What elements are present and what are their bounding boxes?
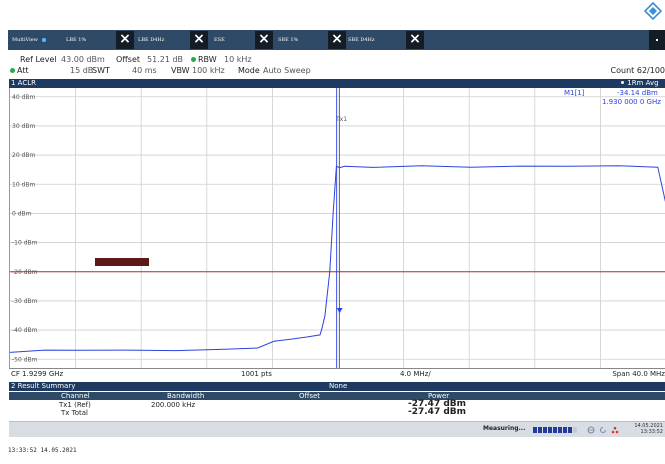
marker-name: M1[1] bbox=[564, 89, 585, 97]
att-group: Att bbox=[10, 65, 29, 76]
rbw-indicator-icon bbox=[191, 57, 196, 62]
y-tick-label: 0 dBm bbox=[12, 210, 32, 217]
capture-timestamp: 13:33:52 14.05.2021 bbox=[8, 447, 77, 454]
vbw-label: VBW bbox=[171, 66, 190, 75]
y-tick-label: 20 dBm bbox=[12, 152, 35, 159]
spectrum-plot[interactable]: 40 dBm 30 dBm 20 dBm 10 dBm 0 dBm -10 dBm -20 … bbox=[9, 88, 665, 368]
swt-label: SWT bbox=[92, 66, 110, 75]
series-trace-1 bbox=[10, 165, 665, 353]
cell-channel: Tx Total bbox=[61, 409, 88, 417]
network-icon[interactable] bbox=[587, 426, 595, 434]
vbw-value[interactable]: 100 kHz bbox=[192, 66, 225, 75]
aclr-window-title[interactable]: 1 ACLR 1Rm Avg bbox=[9, 79, 665, 88]
span: Span 40.0 MHz bbox=[612, 370, 665, 378]
rbw-group: RBW bbox=[191, 54, 217, 65]
param-row-2: Att 15 dB SWT 40 ms VBW 100 kHz Mode Aut… bbox=[8, 65, 665, 76]
refresh-icon[interactable] bbox=[599, 426, 607, 434]
center-frequency: CF 1.9299 GHz bbox=[11, 370, 64, 378]
y-tick-label: -20 dBm bbox=[12, 269, 38, 276]
progress-segment bbox=[533, 427, 537, 433]
y-tick-label: -30 dBm bbox=[12, 298, 38, 305]
progress-segment bbox=[548, 427, 552, 433]
tab-bar: MultiView LBE 1% × LBE D4Hz × ESE × SBE … bbox=[8, 30, 665, 50]
per-division: 4.0 MHz/ bbox=[400, 370, 431, 378]
col-channel: Channel bbox=[61, 392, 90, 400]
y-tick-label: 30 dBm bbox=[12, 123, 35, 130]
ref-level-label: Ref Level bbox=[20, 55, 57, 64]
y-tick-label: -10 dBm bbox=[12, 240, 38, 247]
tab-lbe-1[interactable]: LBE 1% bbox=[66, 37, 87, 43]
tab-sbe-d4hz[interactable]: SBE D4Hz bbox=[348, 37, 375, 43]
trace-indicator: 1Rm Avg bbox=[620, 79, 659, 88]
spectrum-chart: 40 dBm 30 dBm 20 dBm 10 dBm 0 dBm -10 dBm -20 … bbox=[10, 88, 665, 368]
swt-value[interactable]: 40 ms bbox=[132, 66, 157, 75]
progress-segment bbox=[543, 427, 547, 433]
trace-dot-icon bbox=[620, 80, 625, 85]
mode-value[interactable]: Auto Sweep bbox=[263, 66, 311, 75]
table-row: Tx Total -27.47 dBm bbox=[9, 407, 665, 418]
marker-frequency: 1.930 000 0 GHz bbox=[602, 98, 661, 106]
marker-level: -34.14 dBm bbox=[617, 89, 658, 97]
progress-segment bbox=[573, 427, 577, 433]
rbw-value[interactable]: 10 kHz bbox=[224, 55, 252, 64]
att-indicator-icon bbox=[10, 68, 15, 73]
cell-channel: Tx1 (Ref) bbox=[59, 401, 91, 409]
result-summary-header: Channel Bandwidth Offset Power bbox=[9, 392, 665, 400]
rohde-schwarz-logo-icon bbox=[644, 2, 662, 20]
progress-segment bbox=[563, 427, 567, 433]
tab-close-icon[interactable]: × bbox=[190, 31, 208, 49]
tab-close-icon[interactable]: × bbox=[406, 31, 424, 49]
tab-ese[interactable]: ESE bbox=[214, 37, 225, 43]
tab-menu-button[interactable] bbox=[649, 30, 665, 50]
y-tick-label: 40 dBm bbox=[12, 94, 35, 101]
x-axis-info: CF 1.9299 GHz 1001 pts 4.0 MHz/ Span 40.… bbox=[9, 368, 665, 379]
tab-lbe-d4hz[interactable]: LBE D4Hz bbox=[138, 37, 165, 43]
col-power: Power bbox=[428, 392, 450, 400]
warning-icon[interactable] bbox=[611, 426, 619, 434]
measurement-progress-bar bbox=[533, 427, 578, 433]
window-title: 1 ACLR bbox=[11, 79, 36, 87]
tab-sbe-1[interactable]: SBE 1% bbox=[278, 37, 299, 43]
sweep-count: Count 62/100 bbox=[610, 66, 665, 75]
status-datetime: 14.05.2021 13:33:52 bbox=[633, 423, 663, 435]
param-row-1: Ref Level 43.00 dBm Offset 51.21 dB RBW … bbox=[8, 54, 665, 65]
tab-close-icon[interactable]: × bbox=[328, 31, 346, 49]
tab-close-icon[interactable]: × bbox=[255, 31, 273, 49]
y-tick-label: 10 dBm bbox=[12, 181, 35, 188]
progress-segment bbox=[538, 427, 542, 433]
status-date: 14.05.2021 bbox=[634, 423, 663, 429]
cell-power: -27.47 dBm bbox=[408, 399, 467, 409]
status-time: 13:33:52 bbox=[640, 429, 663, 435]
y-tick-label: -40 dBm bbox=[12, 327, 38, 334]
active-tab-dot-icon bbox=[41, 37, 46, 42]
progress-segment bbox=[568, 427, 572, 433]
mode-label: Mode bbox=[238, 66, 260, 75]
limit-line-label-box bbox=[95, 258, 149, 266]
table-row: Tx1 (Ref) 200.000 kHz -27.47 dBm bbox=[9, 399, 665, 410]
result-summary-center: None bbox=[329, 382, 348, 390]
offset-label: Offset bbox=[116, 55, 141, 64]
result-summary-label: 2 Result Summary bbox=[11, 382, 76, 390]
col-bandwidth: Bandwidth bbox=[167, 392, 205, 400]
col-offset: Offset bbox=[299, 392, 321, 400]
progress-segment bbox=[558, 427, 562, 433]
cell-bandwidth: 200.000 kHz bbox=[151, 401, 196, 409]
result-summary-title[interactable]: 2 Result Summary None bbox=[9, 382, 665, 391]
status-bar: Measuring... 14.05.2021 13:33:52 bbox=[9, 421, 665, 437]
sweep-points: 1001 pts bbox=[241, 370, 272, 378]
marker-m1 bbox=[336, 307, 343, 313]
att-value[interactable]: 15 dB bbox=[70, 66, 94, 75]
tab-multiview[interactable]: MultiView bbox=[12, 30, 46, 50]
cell-power: -27.47 dBm bbox=[408, 407, 467, 417]
status-text: Measuring... bbox=[483, 425, 526, 432]
y-tick-label: -50 dBm bbox=[12, 356, 38, 363]
channel-label: Tx1 bbox=[336, 116, 348, 123]
offset-value[interactable]: 51.21 dB bbox=[147, 55, 184, 64]
tab-close-icon[interactable]: × bbox=[116, 31, 134, 49]
ref-level-value[interactable]: 43.00 dBm bbox=[61, 55, 105, 64]
progress-segment bbox=[553, 427, 557, 433]
